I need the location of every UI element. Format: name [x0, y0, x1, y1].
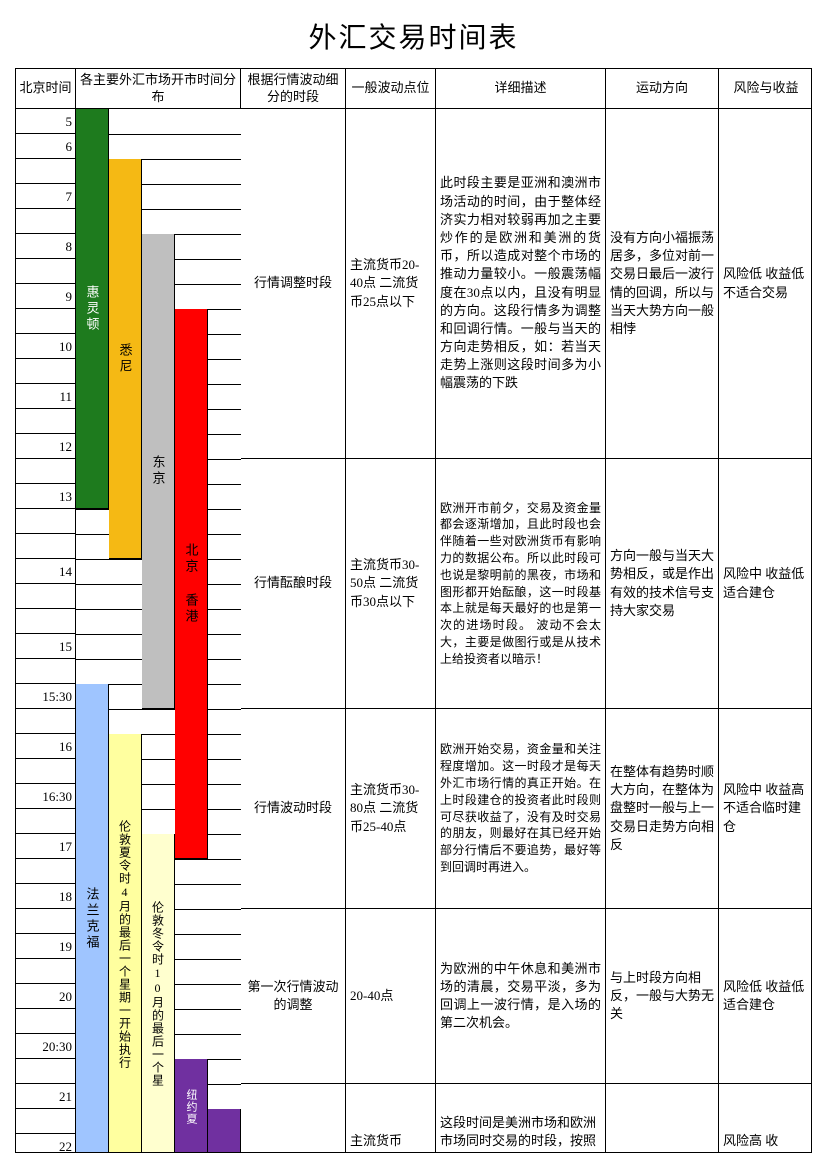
- time-cell: [16, 1009, 76, 1034]
- time-cell: 18: [16, 884, 76, 909]
- time-cell: 14: [16, 559, 76, 584]
- time-cell: 12: [16, 434, 76, 459]
- phase-cell: 行情波动时段: [241, 709, 346, 909]
- risk-cell: 风险高 收: [719, 1084, 812, 1153]
- hdr-dir: 运动方向: [606, 69, 719, 109]
- bar-sydney: 悉尼: [109, 159, 142, 559]
- dir-cell: 方向一般与当天大势相反，或是作出有效的技术信号支持大家交易: [606, 459, 719, 709]
- hdr-markets: 各主要外汇市场开市时间分布: [76, 69, 241, 109]
- time-cell: [16, 159, 76, 184]
- bar-frankfurt: 法兰克福: [76, 684, 109, 1153]
- time-cell: 11: [16, 384, 76, 409]
- time-cell: 13: [16, 484, 76, 509]
- time-cell: 9: [16, 284, 76, 309]
- time-cell: [16, 859, 76, 884]
- desc-cell: 欧洲开始交易，资金量和关注程度增加。这一时段才是每天外汇市场行情的真正开始。在上…: [436, 709, 606, 909]
- risk-cell: 风险中 收益高 不适合临时建仓: [719, 709, 812, 909]
- desc-cell: 此时段主要是亚洲和澳洲市场活动的时间，由于整体经济实力相对较弱再加之主要炒作的是…: [436, 109, 606, 459]
- time-cell: 10: [16, 334, 76, 359]
- vol-cell: 主流货币30-80点 二流货币25-40点: [346, 709, 436, 909]
- dir-cell: 在整体有趋势时顺大方向，在整体为盘整时一般与上一交易日走势方向相反: [606, 709, 719, 909]
- time-cell: [16, 409, 76, 434]
- time-cell: [16, 534, 76, 559]
- desc-cell: 为欧洲的中午休息和美洲市场的清晨，交易平淡，多为回调上一波行情，是入场的第二次机…: [436, 909, 606, 1084]
- page-title: 外汇交易时间表: [15, 16, 812, 56]
- bar-ny-summer: 纽约夏: [175, 1059, 208, 1153]
- time-cell: 20:30: [16, 1034, 76, 1059]
- time-cell: 7: [16, 184, 76, 209]
- dir-cell: 没有方向小福振荡居多，多位对前一交易日最后一波行情的回调，所以与当天大势方向一般…: [606, 109, 719, 459]
- time-cell: 17: [16, 834, 76, 859]
- time-cell: [16, 1059, 76, 1084]
- vol-cell: 主流货币30-50点 二流货币30点以下: [346, 459, 436, 709]
- bar-london-winter: 伦敦冬令时10月的最后一个星: [142, 834, 175, 1153]
- time-cell: [16, 709, 76, 734]
- time-cell: 19: [16, 934, 76, 959]
- desc-cell: 这段时间是美洲市场和欧洲市场同时交易的时段，按照: [436, 1084, 606, 1153]
- time-cell: 20: [16, 984, 76, 1009]
- bar-tokyo: 东京: [142, 234, 175, 709]
- time-cell: 15: [16, 634, 76, 659]
- time-cell: [16, 459, 76, 484]
- time-cell: 16:30: [16, 784, 76, 809]
- time-cell: [16, 1109, 76, 1134]
- vol-cell: 主流货币20-40点 二流货币25点以下: [346, 109, 436, 459]
- time-cell: [16, 959, 76, 984]
- time-cell: 6: [16, 134, 76, 159]
- hdr-time: 北京时间: [16, 69, 76, 109]
- time-cell: 22: [16, 1134, 76, 1153]
- bar-beijing: 北京 香港: [175, 309, 208, 859]
- time-cell: [16, 909, 76, 934]
- time-cell: [16, 584, 76, 609]
- bar-ny-winter: [208, 1109, 241, 1153]
- risk-cell: 风险中 收益低 适合建仓: [719, 459, 812, 709]
- time-cell: [16, 659, 76, 684]
- phase-cell: 第一次行情波动的调整: [241, 909, 346, 1084]
- risk-cell: 风险低 收益低 不适合交易: [719, 109, 812, 459]
- time-cell: [16, 609, 76, 634]
- time-cell: 8: [16, 234, 76, 259]
- desc-cell: 欧洲开市前夕，交易及资金量都会逐渐增加，且此时段也会伴随着一些对欧洲货币有影响力…: [436, 459, 606, 709]
- time-cell: 5: [16, 109, 76, 134]
- vol-cell: 主流货币: [346, 1084, 436, 1153]
- time-cell: [16, 509, 76, 534]
- bar-wellington: 惠灵顿: [76, 109, 109, 509]
- time-cell: [16, 359, 76, 384]
- dir-cell: 与上时段方向相反，一般与大势无关: [606, 909, 719, 1084]
- time-cell: [16, 809, 76, 834]
- time-cell: [16, 209, 76, 234]
- bar-london-summer: 伦敦夏令时4月的最后一个星期一开始执行: [109, 734, 142, 1153]
- schedule-table: 北京时间 各主要外汇市场开市时间分布 根据行情波动细分的时段 一般波动点位 详细…: [15, 68, 812, 1153]
- hdr-vol: 一般波动点位: [346, 69, 436, 109]
- hdr-phase: 根据行情波动细分的时段: [241, 69, 346, 109]
- time-cell: 15:30: [16, 684, 76, 709]
- risk-cell: 风险低 收益低 适合建仓: [719, 909, 812, 1084]
- time-cell: [16, 259, 76, 284]
- phase-cell: 行情调整时段: [241, 109, 346, 459]
- time-cell: [16, 309, 76, 334]
- time-cell: 16: [16, 734, 76, 759]
- hdr-desc: 详细描述: [436, 69, 606, 109]
- phase-cell: 行情酝酿时段: [241, 459, 346, 709]
- time-cell: 21: [16, 1084, 76, 1109]
- time-cell: [16, 759, 76, 784]
- hdr-risk: 风险与收益: [719, 69, 812, 109]
- vol-cell: 20-40点: [346, 909, 436, 1084]
